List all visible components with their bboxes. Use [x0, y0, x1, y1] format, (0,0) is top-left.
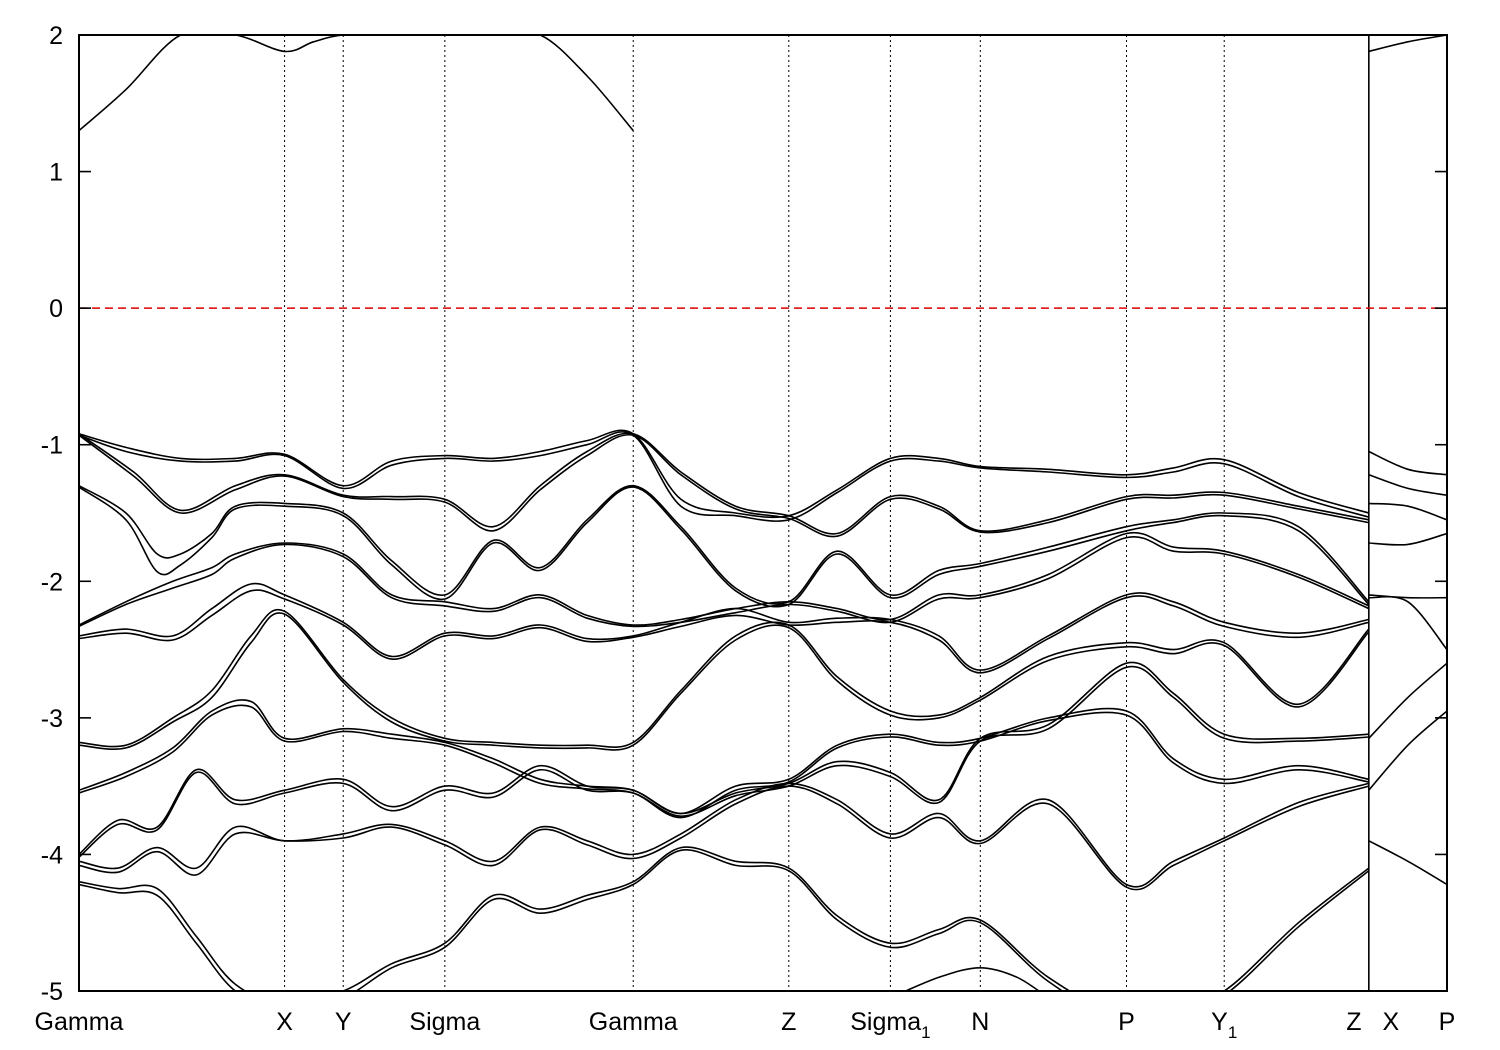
high-symmetry-gridlines — [284, 35, 1370, 991]
y-tick-label: -2 — [41, 568, 63, 596]
band-line — [1368, 710, 1447, 791]
y-tick-label: -5 — [41, 978, 63, 1006]
y-tick-label: 1 — [49, 159, 63, 187]
kpoint-label: Y — [335, 1008, 352, 1036]
kpoint-label: P — [1118, 1008, 1135, 1036]
kpoint-label: Z — [781, 1008, 796, 1036]
x-axis-labels: Gamma X Y Sigma Gamma Z Sigma1 N P Y1 Z X P — [35, 1008, 1456, 1042]
band-line — [79, 608, 1370, 748]
plot-frame — [78, 34, 1448, 992]
band-line — [79, 785, 1370, 891]
kpoint-label: Sigma1 — [850, 1008, 930, 1042]
band-line — [1368, 595, 1447, 651]
y-tick-label: 2 — [49, 22, 63, 50]
band-line — [79, 782, 1370, 888]
y-axis-ticks: -5 -4 -3 -2 -1 0 1 2 — [41, 22, 1447, 1006]
band-line — [1368, 662, 1447, 739]
band-line — [79, 665, 1369, 818]
kpoint-label: Z — [1346, 1008, 1361, 1036]
kpoint-label: N — [971, 1008, 989, 1036]
y-tick-label: -4 — [41, 841, 63, 869]
band-line — [79, 535, 1370, 628]
band-line — [79, 35, 634, 132]
kpoint-label: X — [276, 1008, 293, 1036]
band-line — [903, 967, 1041, 991]
band-line — [79, 432, 1369, 535]
band-line — [79, 711, 1369, 858]
kpoint-label: X — [1382, 1008, 1399, 1036]
band-line — [79, 589, 1369, 674]
band-line — [1368, 35, 1447, 53]
band-line — [79, 846, 1370, 991]
band-line — [79, 707, 1369, 856]
band-line — [79, 582, 1369, 671]
band-line — [1368, 450, 1447, 476]
band-line — [79, 612, 1370, 751]
y-tick-label: -1 — [41, 432, 63, 460]
band-line — [79, 531, 1370, 626]
band-line — [79, 486, 1370, 608]
band-line — [1368, 840, 1447, 886]
y-tick-label: 0 — [49, 295, 63, 323]
band-line — [79, 484, 1370, 605]
kpoint-label: Y1 — [1211, 1008, 1237, 1042]
band-line — [1368, 594, 1447, 599]
kpoint-label: Sigma — [409, 1008, 480, 1036]
y-tick-label: -3 — [41, 705, 63, 733]
band-line — [79, 433, 1369, 538]
kpoint-label: Gamma — [589, 1008, 678, 1036]
band-line — [79, 849, 1370, 991]
band-line — [79, 431, 1370, 522]
band-line — [1368, 474, 1447, 496]
band-line — [79, 429, 1370, 519]
kpoint-label: Gamma — [35, 1008, 124, 1036]
kpoint-label: P — [1439, 1008, 1456, 1036]
band-line — [1368, 502, 1447, 521]
band-line — [1368, 532, 1447, 546]
